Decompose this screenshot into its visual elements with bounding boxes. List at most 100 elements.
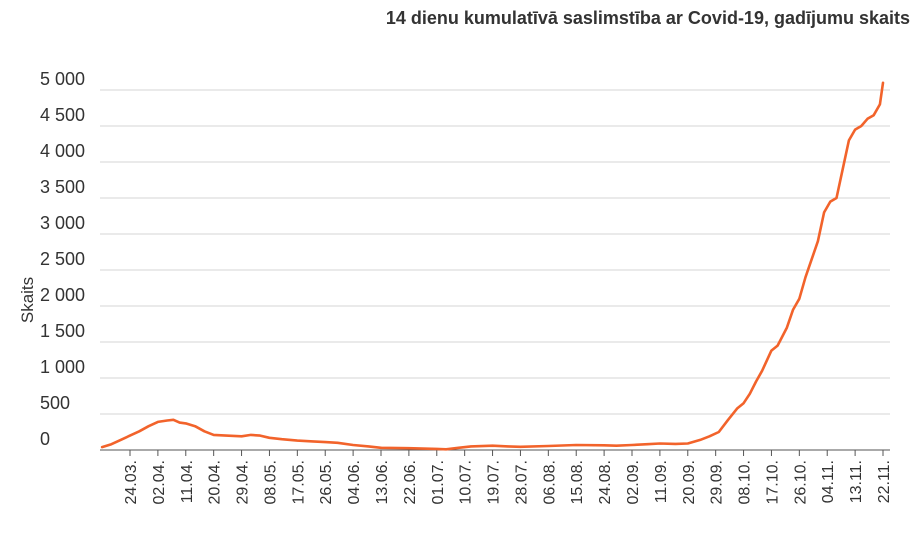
data-point — [225, 434, 227, 437]
y-tick-label: 5 000 — [40, 69, 85, 89]
data-point — [240, 435, 243, 438]
data-point — [882, 82, 884, 84]
x-tick-label: 02.09. — [625, 460, 642, 504]
data-point — [138, 430, 141, 433]
data-point — [519, 446, 522, 448]
x-tick-label: 20.09. — [681, 460, 698, 504]
data-point — [866, 118, 869, 120]
y-tick-label: 500 — [40, 393, 70, 413]
data-point — [436, 448, 438, 450]
data-point — [742, 402, 745, 405]
x-tick-label: 22.06. — [402, 460, 419, 504]
data-point — [336, 442, 339, 444]
data-point — [203, 430, 206, 433]
data-point — [718, 431, 720, 433]
data-point — [408, 447, 410, 450]
data-point — [761, 370, 763, 372]
data-point — [804, 276, 807, 279]
x-tick-label: 02.04. — [151, 460, 168, 504]
data-point — [491, 444, 494, 447]
data-point — [157, 421, 159, 423]
data-point — [860, 125, 863, 127]
x-tick-label: 01.07. — [430, 460, 447, 504]
data-point — [166, 419, 168, 422]
data-point — [708, 435, 711, 438]
x-tick-label: 04.11. — [820, 460, 837, 503]
data-point — [770, 349, 773, 352]
data-point — [178, 421, 181, 424]
data-point — [352, 444, 354, 446]
data-point — [268, 437, 271, 439]
data-point — [445, 448, 447, 451]
x-tick-label: 11.09. — [653, 460, 670, 503]
data-point — [755, 380, 757, 383]
data-point — [615, 444, 618, 447]
chart-title: 14 dienu kumulatīvā saslimstība ar Covid… — [385, 8, 910, 28]
data-point — [659, 442, 661, 445]
x-tick-label: 13.11. — [848, 460, 865, 503]
y-tick-label: 3 500 — [40, 177, 85, 197]
data-point — [110, 443, 113, 446]
series-group — [100, 81, 885, 451]
x-tick-label: 04.06. — [346, 460, 363, 504]
data-point — [547, 445, 550, 447]
data-point — [786, 326, 788, 329]
x-tick-label: 24.08. — [597, 460, 614, 504]
data-point — [872, 114, 875, 116]
x-tick-label: 15.08. — [569, 460, 586, 504]
y-axis-ticks: 0 500 1 000 1 500 2 000 2 500 3 000 3 500 4 000 4… — [40, 69, 85, 449]
y-tick-label: 2 000 — [40, 285, 85, 305]
data-point — [646, 443, 649, 446]
y-tick-label: 3 000 — [40, 213, 85, 233]
data-point — [507, 445, 509, 448]
data-point — [727, 419, 729, 421]
data-point — [470, 445, 472, 448]
x-tick-label: 17.05. — [290, 460, 307, 504]
data-point — [631, 444, 633, 446]
x-axis-ticks: 24.03. 02.04. 11.04. 20.04. 29.04. 08.05. 17.0… — [123, 450, 893, 504]
series-line — [100, 81, 885, 451]
data-point — [736, 407, 739, 410]
x-tick-label: 10.07. — [458, 460, 475, 504]
x-tick-label: 22.11. — [876, 460, 893, 503]
data-point — [575, 444, 577, 446]
data-point — [296, 439, 299, 442]
x-tick-label: 08.10. — [737, 460, 754, 504]
x-tick-label: 26.05. — [318, 460, 335, 504]
y-tick-label: 1 000 — [40, 357, 85, 377]
data-point — [603, 444, 605, 447]
data-point — [324, 441, 327, 443]
y-tick-label: 1 500 — [40, 321, 85, 341]
data-point — [810, 258, 813, 261]
y-tick-label: 4 500 — [40, 105, 85, 125]
data-point — [380, 447, 382, 449]
data-point — [687, 442, 689, 445]
data-point — [367, 445, 370, 448]
data-point — [841, 168, 844, 170]
data-point — [835, 197, 838, 199]
y-tick-label: 4 000 — [40, 141, 85, 161]
data-point — [194, 425, 196, 428]
data-point — [699, 439, 701, 441]
data-point — [798, 298, 801, 300]
data-point — [792, 308, 794, 311]
data-point — [250, 434, 252, 436]
x-tick-label: 11.04. — [179, 460, 196, 503]
x-tick-label: 19.07. — [486, 460, 503, 504]
gridlines — [100, 89, 890, 451]
data-point — [848, 139, 850, 142]
data-point — [259, 434, 261, 437]
data-point — [823, 211, 825, 214]
x-tick-label: 29.04. — [235, 460, 252, 504]
data-point — [129, 434, 131, 437]
data-point — [749, 393, 751, 395]
data-point — [854, 128, 856, 131]
x-tick-label: 24.03. — [123, 460, 140, 504]
data-point — [185, 422, 187, 425]
data-point — [172, 419, 175, 421]
x-tick-label: 13.06. — [374, 460, 391, 504]
data-point — [212, 434, 215, 436]
data-point — [457, 447, 460, 449]
x-tick-label: 17.10. — [764, 460, 781, 504]
x-tick-label: 08.05. — [262, 460, 279, 504]
